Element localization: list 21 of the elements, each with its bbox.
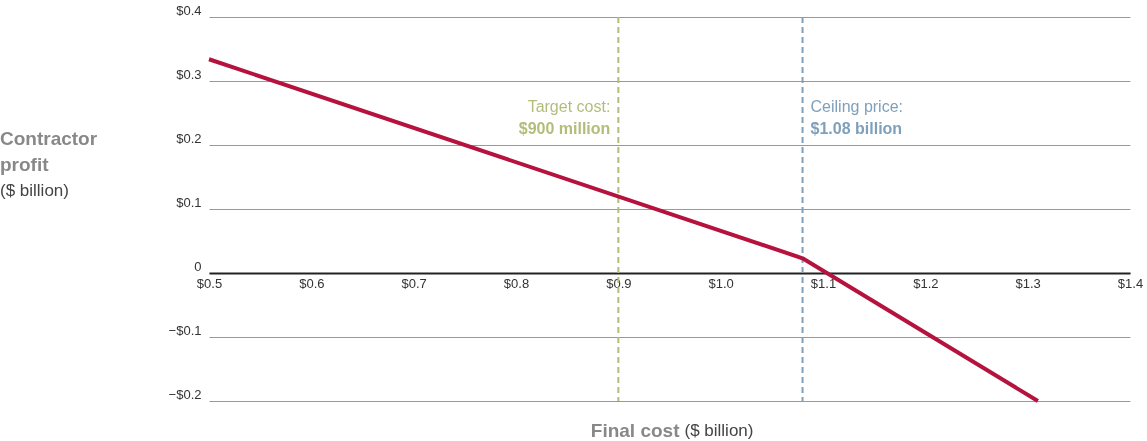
x-tick-label: $0.7 (401, 275, 427, 291)
y-axis-title: Contractor profit ($ billion) (0, 128, 98, 200)
y-tick-label: $0.2 (176, 130, 202, 146)
x-tick-label: $0.6 (299, 275, 325, 291)
x-tick-label: $1.3 (1015, 275, 1041, 291)
x-tick-label: $0.9 (606, 275, 632, 291)
y-tick-label: −$0.1 (168, 322, 202, 338)
y-tick-label: −$0.2 (168, 386, 202, 402)
y-tick-label: $0.4 (176, 2, 202, 18)
y-tick-label: 0 (194, 258, 202, 274)
x-tick-label: $1.1 (810, 275, 837, 291)
ref-line-label: Target cost: $900 million (518, 98, 611, 137)
y-tick-label: $0.1 (176, 194, 202, 210)
y-tick-label: $0.3 (176, 66, 202, 82)
x-axis-title: Final cost ($ billion) (590, 420, 754, 441)
x-tick-label: $1.0 (708, 275, 734, 291)
x-tick-label: $0.5 (196, 275, 223, 291)
x-tick-label: $1.4 (1117, 275, 1144, 291)
x-tick-label: $0.8 (503, 275, 530, 291)
x-tick-label: $1.2 (913, 275, 939, 291)
ref-line-label: Ceiling price: $1.08 billion (810, 98, 904, 137)
